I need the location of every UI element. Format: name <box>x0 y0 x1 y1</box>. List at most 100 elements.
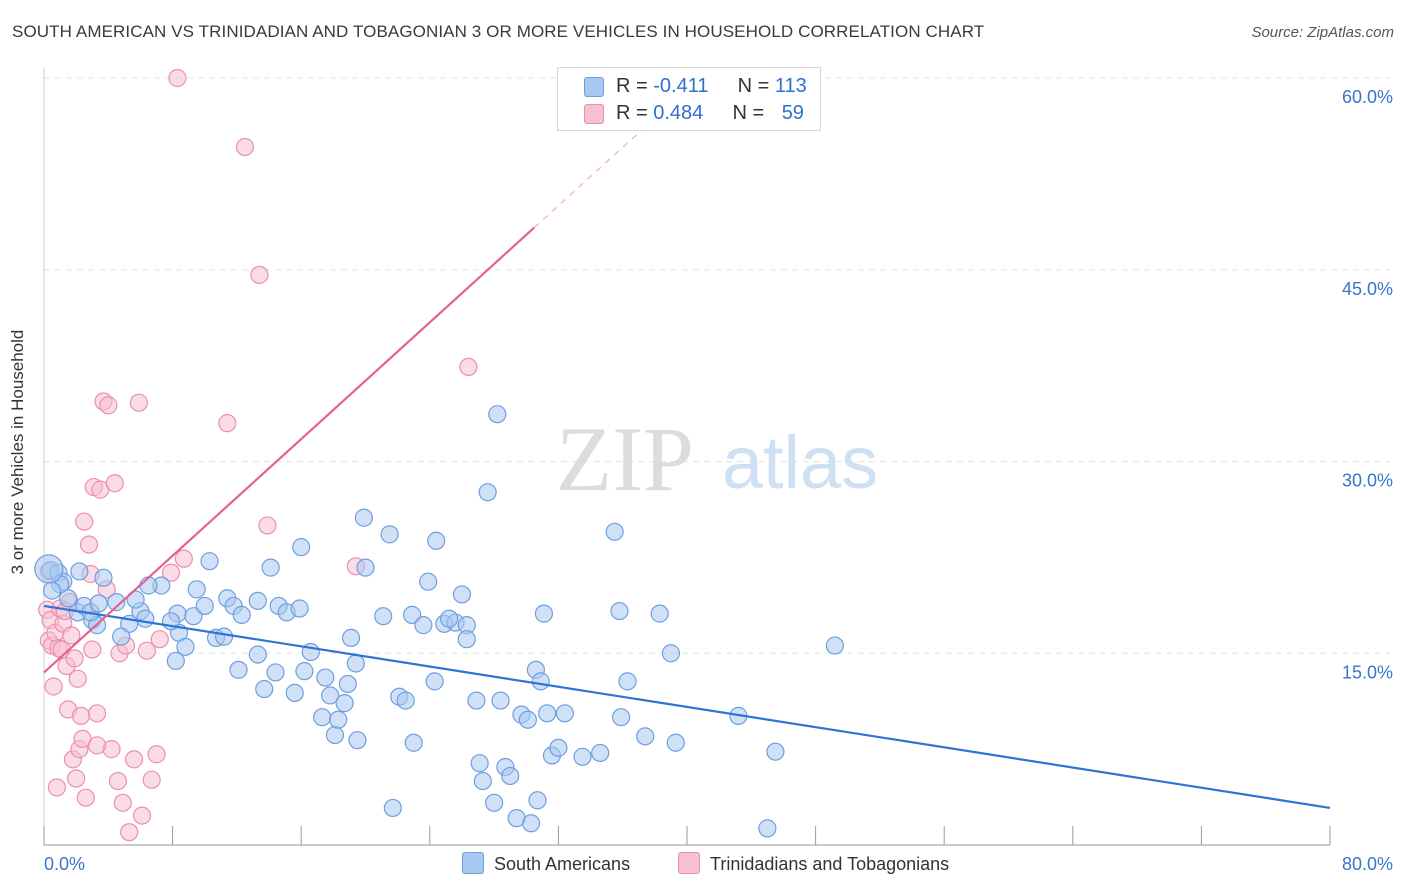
south-american-point-77 <box>531 672 550 691</box>
south-american-point-20 <box>184 607 203 626</box>
tick-labels: 15.0% 30.0% 45.0% 60.0% 0.0% 80.0% <box>44 87 1393 874</box>
south-american-point-100 <box>248 591 267 610</box>
south-american-point-49 <box>383 798 402 818</box>
trinidadian-point-37 <box>124 750 144 769</box>
south-american-point-48 <box>380 525 399 544</box>
watermark-zip: ZIP <box>556 408 694 510</box>
trinidadian-point-21 <box>76 788 95 807</box>
south-american-point-22 <box>200 552 219 571</box>
south-american-point-68 <box>491 691 510 710</box>
legend-label-trinidadians: Trinidadians and Tobagonians <box>710 854 950 874</box>
trinidadian-point-34 <box>113 793 132 812</box>
correlation-legend: R = -0.411 N = 113 R = 0.484 N = 59 <box>557 67 821 131</box>
south-american-point-85 <box>610 601 629 621</box>
trinidadian-point-50 <box>258 516 277 535</box>
legend-swatch-pink <box>678 852 700 874</box>
south-american-point-65 <box>470 754 489 773</box>
watermark-atlas: atlas <box>722 421 878 504</box>
south-american-point-74 <box>521 814 541 833</box>
south-american-point-101 <box>187 580 206 599</box>
legend-label-south-americans: South Americans <box>494 854 631 874</box>
south-american-point-88 <box>636 727 655 746</box>
south-american-point-103 <box>112 627 131 646</box>
legend-item-south-americans: South Americans <box>462 852 630 875</box>
south-american-point-90 <box>661 644 681 663</box>
south-american-point-67 <box>485 793 504 812</box>
y-tick-label-3: 60.0% <box>1342 87 1393 107</box>
y-tick-label-0: 15.0% <box>1342 662 1393 682</box>
south-american-point-89 <box>650 604 669 623</box>
legend-r-value: 0.484 <box>653 102 704 124</box>
south-american-point-102 <box>139 576 158 595</box>
trinidadian-points <box>38 68 478 842</box>
south-american-point-12 <box>136 609 155 628</box>
south-american-point-38 <box>321 686 340 705</box>
trinidadian-point-18 <box>71 706 91 725</box>
trinidadian-point-42 <box>147 745 166 764</box>
south-american-point-94 <box>766 742 785 761</box>
south-american-point-60 <box>439 609 459 628</box>
south-american-point-76 <box>528 791 547 810</box>
south-american-point-3 <box>59 589 78 608</box>
trinidadian-point-45 <box>168 68 187 88</box>
trinidadian-point-46 <box>174 549 193 568</box>
south-american-point-21 <box>195 596 214 616</box>
legend-n-value: 113 <box>774 75 807 97</box>
south-american-point-97 <box>488 405 507 424</box>
south-american-point-55 <box>419 572 438 591</box>
south-american-point-37 <box>316 668 335 687</box>
south-american-point-104 <box>89 594 108 613</box>
south-american-point-47 <box>374 607 393 626</box>
trinidadian-point-15 <box>67 769 86 788</box>
trinidadian-point-14 <box>65 649 84 668</box>
legend-n-value: 59 <box>781 102 804 124</box>
south-american-point-51 <box>396 691 415 710</box>
trinidadian-point-12 <box>62 626 81 645</box>
south-american-point-27 <box>248 645 267 664</box>
south-american-point-64 <box>467 691 486 710</box>
south-american-point-41 <box>338 674 357 694</box>
south-american-point-9 <box>107 593 126 612</box>
axes <box>43 68 1331 846</box>
south-american-point-29 <box>261 558 280 577</box>
trinidadian-point-22 <box>79 535 99 554</box>
south-american-point-53 <box>404 733 423 752</box>
south-american-point-99 <box>214 627 234 646</box>
south-american-point-93 <box>758 819 777 838</box>
legend-n-label: N = <box>737 75 775 97</box>
trinidadian-point-36 <box>120 823 139 842</box>
source-label: Source: ZipAtlas.com <box>1251 24 1394 41</box>
south-american-point-98 <box>292 538 311 557</box>
legend-swatch-pink <box>584 104 604 124</box>
watermark: ZIP atlas <box>556 408 878 510</box>
trinidadian-point-16 <box>68 669 87 688</box>
south-american-point-80 <box>549 738 568 757</box>
trinidadian-point-47 <box>218 414 237 433</box>
trinidadian-point-54 <box>44 677 63 696</box>
trinidadian-point-23 <box>83 640 102 659</box>
x-tick-label-max: 80.0% <box>1342 854 1393 874</box>
gridlines <box>44 77 1390 654</box>
south-american-point-56 <box>425 672 444 691</box>
south-american-point-110 <box>266 663 285 682</box>
south-american-point-91 <box>666 733 685 752</box>
trinidadian-point-39 <box>132 806 152 825</box>
south-american-point-32 <box>285 683 304 702</box>
legend-swatch-blue <box>462 852 484 874</box>
trend-lines <box>43 117 1331 810</box>
legend-r-value: -0.411 <box>653 75 709 97</box>
south-american-point-57 <box>427 531 446 550</box>
south-american-point-8 <box>94 568 113 587</box>
south-american-point-42 <box>341 628 361 648</box>
south-american-trend-line <box>43 604 1331 810</box>
south-american-point-66 <box>473 771 492 791</box>
south-american-point-107 <box>42 581 62 600</box>
legend-r-label: R = <box>616 102 654 124</box>
south-american-point-96 <box>478 483 497 502</box>
y-axis-label: 3 or more Vehicles in Household <box>8 329 27 575</box>
legend-swatch-blue <box>584 77 604 97</box>
south-american-point-33 <box>290 599 309 618</box>
trinidadian-point-44 <box>161 563 181 582</box>
south-american-point-109 <box>229 660 248 679</box>
south-american-point-83 <box>591 743 610 763</box>
